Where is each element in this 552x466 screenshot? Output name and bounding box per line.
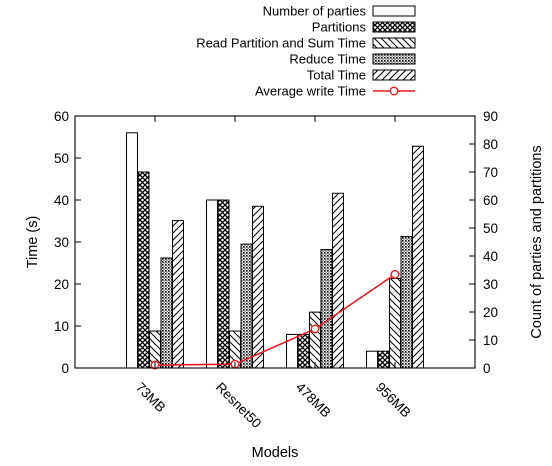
bar-reduce-time-478mb <box>320 249 333 369</box>
bar-reduce-time-resnet50 <box>240 243 253 369</box>
bar-total-time-resnet50 <box>252 205 264 369</box>
legend-swatch-partitions <box>372 21 416 33</box>
y-tick-label: 20 <box>54 277 69 292</box>
y2-tick-label: 40 <box>483 249 498 264</box>
legend-label-number-of-parties: Number of parties <box>263 4 367 19</box>
y2-tick-label: 80 <box>483 137 498 152</box>
line-layer <box>150 269 400 370</box>
point-average-write-time-478mb <box>310 324 320 334</box>
legend-swatch-reduce-time <box>372 53 416 65</box>
y2-tick-label: 70 <box>483 165 498 180</box>
y-tick-label: 10 <box>54 319 69 334</box>
bar-partitions-478mb <box>297 333 310 369</box>
bar-total-time-478mb <box>332 192 344 369</box>
y2-tick-label: 0 <box>483 361 491 376</box>
bar-read-partition-and-sum-time-478mb <box>309 311 321 369</box>
y2-tick-label: 10 <box>483 333 498 348</box>
line-average-write-time <box>154 273 396 366</box>
bar-partitions-resnet50 <box>217 199 230 369</box>
ticks-layer: 0 10 20 30 40 50 60 0 10 20 30 40 50 60 70 80 90 73MB Resn… <box>54 109 498 431</box>
x-tick-label-73mb: 73MB <box>133 380 169 416</box>
legend-label-read-partition-and-sum-time: Read Partition and Sum Time <box>196 36 366 51</box>
legend-swatch-total-time <box>372 69 416 81</box>
legend-label-reduce-time: Reduce Time <box>289 52 366 67</box>
point-average-write-time-956mb <box>390 269 400 279</box>
bar-read-partition-and-sum-time-956mb <box>389 278 401 369</box>
bar-total-time-73mb <box>172 220 184 369</box>
y-axis-title: Time (s) <box>25 216 41 269</box>
x-axis-title: Models <box>252 445 299 461</box>
y2-tick-label: 30 <box>483 277 498 292</box>
bar-number-of-parties-956mb <box>366 350 378 369</box>
bar-number-of-parties-73mb <box>126 132 138 369</box>
y2-axis-title: Count of parties and partitions <box>529 145 545 338</box>
x-tick-label-478mb: 478MB <box>293 380 334 421</box>
y2-tick-label: 50 <box>483 221 498 236</box>
x-tick-label-956mb: 956MB <box>373 380 414 421</box>
legend-label-average-write-time: Average write Time <box>255 84 366 99</box>
y2-tick-label: 90 <box>483 109 498 124</box>
x-tick-label-resnet50: Resnet50 <box>213 380 264 431</box>
legend-label-partitions: Partitions <box>312 20 367 35</box>
legend-marker-average-write-time <box>389 86 399 96</box>
bar-total-time-956mb <box>412 145 424 369</box>
y-tick-label: 0 <box>61 361 69 376</box>
y-tick-label: 60 <box>54 109 69 124</box>
bars-layer <box>126 132 424 369</box>
bar-reduce-time-73mb <box>160 257 173 369</box>
legend-label-total-time: Total Time <box>307 68 366 83</box>
y-tick-label: 50 <box>54 151 69 166</box>
y-tick-label: 40 <box>54 193 69 208</box>
bar-partitions-73mb <box>137 171 150 369</box>
y2-tick-label: 20 <box>483 305 498 320</box>
bar-number-of-parties-resnet50 <box>206 199 218 369</box>
bar-reduce-time-956mb <box>400 236 413 369</box>
legend-swatch-number-of-parties <box>372 5 416 17</box>
y2-tick-label: 60 <box>483 193 498 208</box>
bar-partitions-956mb <box>377 350 390 369</box>
legend-swatch-read-partition-and-sum-time <box>372 37 416 49</box>
y-tick-label: 30 <box>54 235 69 250</box>
